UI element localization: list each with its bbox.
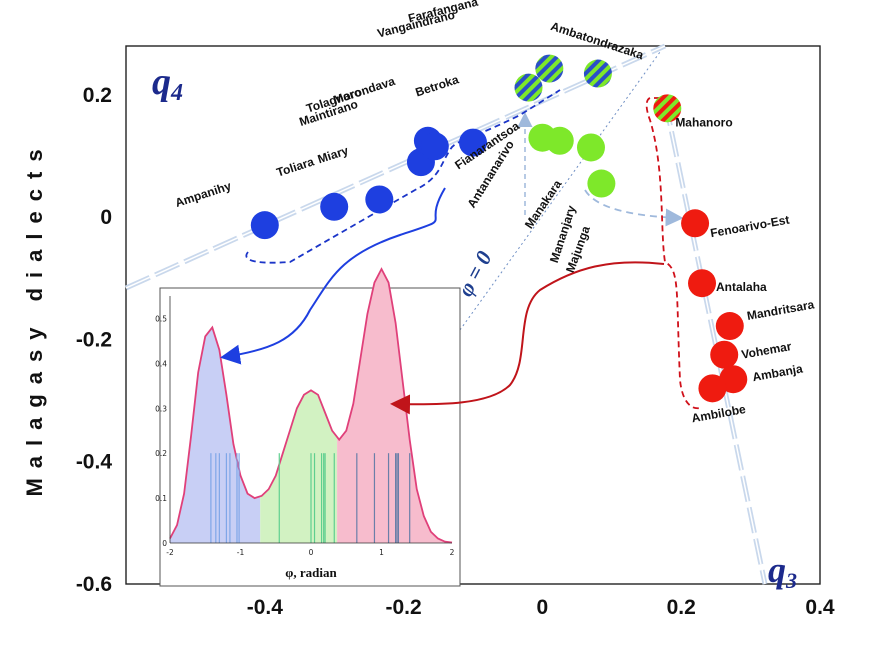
city-label: Betroka [414, 72, 461, 99]
point-miary [365, 185, 394, 214]
city-label: Ambatondrazaka [549, 19, 646, 62]
points-layer [250, 54, 748, 403]
city-label: Ambilobe [691, 402, 748, 425]
point-farafangana [535, 54, 564, 83]
inset-y-tick-label: 0 [162, 539, 167, 548]
q4-letter: q [152, 61, 171, 103]
x-tick-label: -0.4 [247, 596, 284, 619]
city-label: Ampanihy [173, 179, 233, 210]
q3-label: q3 [768, 550, 797, 593]
y-axis: 0.2 0 -0.2 -0.4 -0.6 [76, 84, 113, 596]
point-vohemar [710, 340, 739, 369]
point-vangaindrano [514, 73, 543, 102]
point-antalaha [688, 269, 717, 298]
city-label: Miary [316, 143, 350, 166]
x-axis: -0.4 -0.2 0 0.2 0.4 [247, 596, 835, 619]
q3-subscript: 3 [785, 568, 797, 593]
q3-axis-line-inner [664, 99, 766, 585]
point-manakara [576, 133, 605, 162]
y-tick-label: -0.6 [76, 573, 112, 596]
x-tick-label: 0 [537, 596, 549, 619]
inset-y-tick-label: 0.2 [155, 449, 167, 458]
phi-curve-arrow [584, 189, 684, 227]
city-label: Mahanoro [675, 115, 732, 129]
point-morondava [420, 132, 449, 161]
y-tick-label: -0.2 [76, 328, 112, 351]
x-tick-label: 0.2 [667, 596, 696, 619]
point-ambilobe [698, 374, 727, 403]
point-mandritsara [715, 312, 744, 341]
point-toliara [320, 192, 349, 221]
q4-axis-line-inner [125, 45, 666, 289]
red-connector-arrow [390, 261, 665, 415]
point-ambatondrazaka [583, 59, 612, 88]
point-mahanoro [653, 94, 682, 123]
axis-lines [124, 43, 768, 585]
city-label: Toliara [275, 154, 316, 179]
inset-density-plot: -2 -1 0 1 2 0 0.1 0.2 0.3 0.4 0.5 φ, radian [155, 267, 461, 587]
city-label: Fenoarivo-Est [709, 213, 790, 241]
red-cluster-outline [645, 97, 701, 410]
density-region-blue [170, 327, 261, 543]
blue-connector-arrow [220, 187, 446, 365]
city-label: Vohemar [740, 339, 792, 362]
y-tick-label: 0 [100, 206, 112, 229]
point-ampanihy [250, 211, 279, 240]
plot-frame [125, 45, 821, 585]
inset-x-tick-label: 1 [379, 548, 384, 557]
phi-zero-line [459, 51, 661, 331]
inset-x-tick-label: -2 [166, 548, 174, 557]
x-tick-label: -0.2 [386, 596, 422, 619]
inset-x-axis-label: φ, radian [285, 565, 337, 580]
city-label: Mandritsara [746, 297, 816, 323]
point-fenoarivo-est [681, 209, 710, 238]
point-mananjary [587, 169, 616, 198]
y-tick-label: 0.2 [83, 84, 112, 107]
point-betroka [459, 128, 487, 157]
q4-subscript: 4 [170, 80, 183, 106]
inset-x-tick-label: 0 [309, 548, 314, 557]
inset-x-tick-label: 2 [450, 548, 455, 557]
inset-y-tick-label: 0.4 [155, 359, 167, 368]
inset-y-tick-label: 0.1 [155, 494, 167, 503]
q4-label: q4 [152, 61, 183, 106]
city-label: Ambanja [751, 362, 804, 385]
inset-y-tick-label: 0.5 [155, 314, 167, 323]
inset-y-tick-label: 0.3 [155, 404, 167, 413]
q3-letter: q [768, 550, 786, 590]
y-axis-label: Malagasy dialects [22, 139, 47, 496]
inset-x-tick-label: -1 [237, 548, 245, 557]
city-label: Antalaha [716, 280, 767, 294]
x-tick-label: 0.4 [805, 596, 835, 619]
point-antananarivo [545, 126, 574, 155]
city-label: Morondava [331, 74, 397, 107]
y-tick-label: -0.4 [76, 451, 113, 474]
